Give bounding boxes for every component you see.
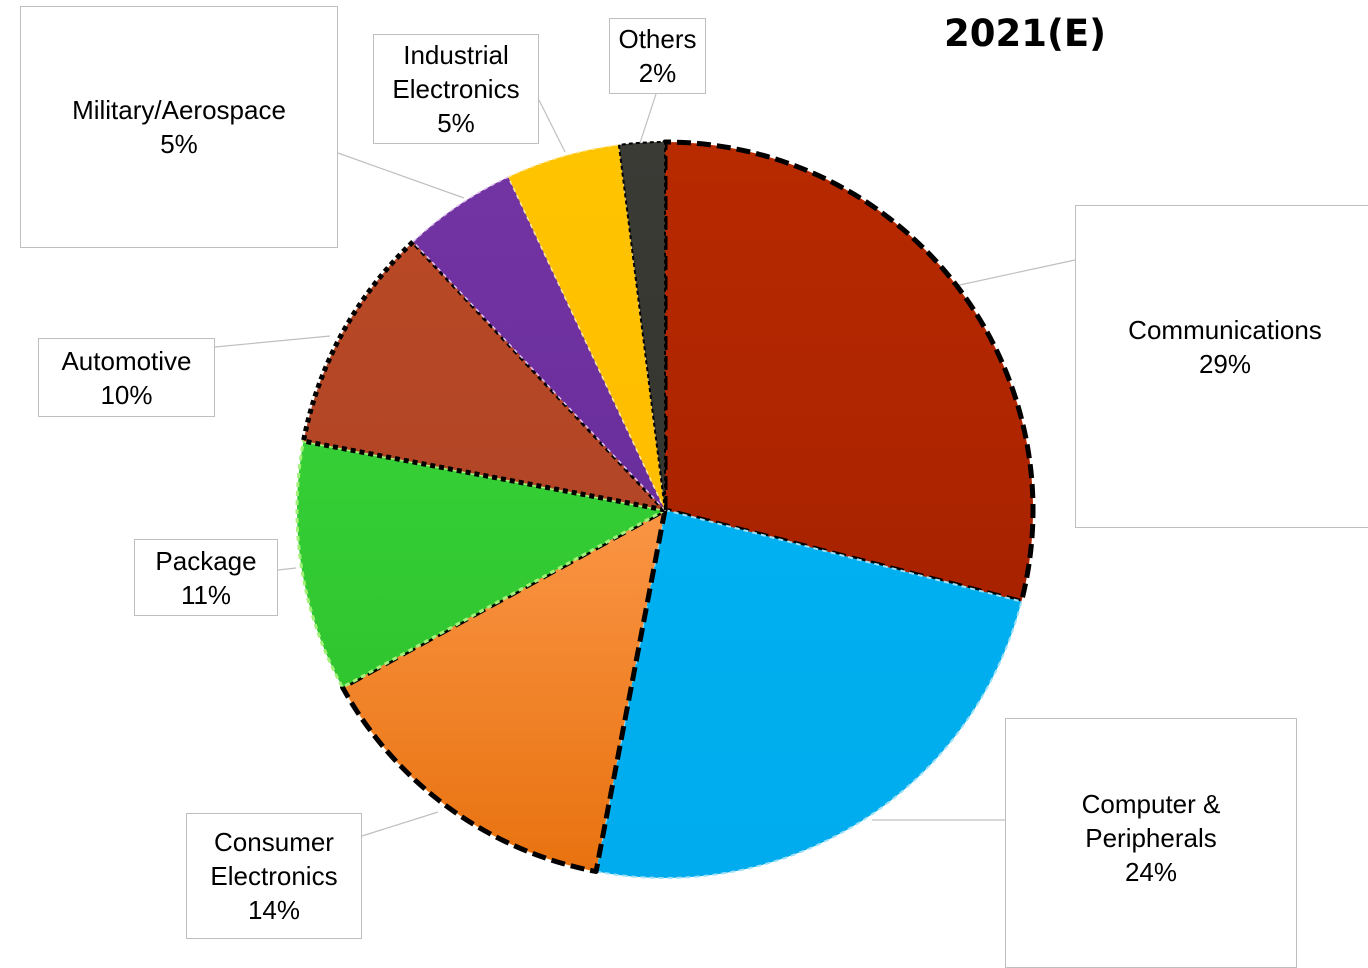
pie-slice-consumer-electronics [340, 507, 668, 874]
data-label-value: 5% [160, 129, 198, 159]
data-label-category: Industrial Electronics [392, 40, 520, 104]
data-label-value: 5% [437, 108, 475, 138]
data-label-others: Others 2% [609, 18, 706, 94]
leader-line [337, 152, 465, 199]
data-label-value: 14% [247, 895, 301, 925]
leader-line [639, 93, 657, 144]
data-label-value: 24% [1124, 857, 1178, 887]
leader-line [954, 259, 1076, 287]
pie-slice-others [617, 141, 666, 511]
data-label-category: Consumer Electronics [210, 827, 338, 891]
data-label-value: 29% [1198, 348, 1252, 379]
data-label-computer-peripherals: Computer & Peripherals 24% [1005, 718, 1297, 968]
leader-line [361, 811, 439, 837]
data-label-value: 11% [180, 579, 232, 610]
leader-line [214, 335, 331, 348]
data-label-category: Automotive [61, 345, 192, 376]
pie-slice-automotive [301, 239, 668, 513]
data-label-category: Computer & Peripherals [1081, 789, 1221, 853]
pie-slice-package [295, 439, 667, 689]
data-label-communications: Communications 29% [1075, 205, 1368, 528]
data-label-category: Others [618, 24, 697, 54]
leader-line [277, 567, 297, 571]
leader-line [538, 99, 566, 153]
leader-lines [214, 93, 1076, 837]
pie-slice-communications [662, 139, 1036, 605]
pie-slices [295, 139, 1036, 879]
data-label-consumer-electronics: Consumer Electronics 14% [186, 813, 362, 939]
data-label-category: Package [155, 545, 257, 576]
data-label-package: Package 11% [134, 539, 278, 616]
data-label-industrial-electronics: Industrial Electronics 5% [373, 34, 539, 144]
chart-title: 2021(E) [944, 12, 1107, 55]
pie-slice-industrial-electronics [507, 144, 666, 511]
pie-slice-computer-peripherals [595, 509, 1023, 879]
data-label-value: 2% [638, 58, 677, 88]
data-label-value: 10% [100, 379, 153, 410]
data-label-automotive: Automotive 10% [38, 338, 215, 417]
data-label-military-aerospace: Military/Aerospace 5% [20, 6, 338, 248]
data-label-category: Communications [1128, 314, 1322, 345]
data-label-category: Military/Aerospace [72, 95, 286, 125]
